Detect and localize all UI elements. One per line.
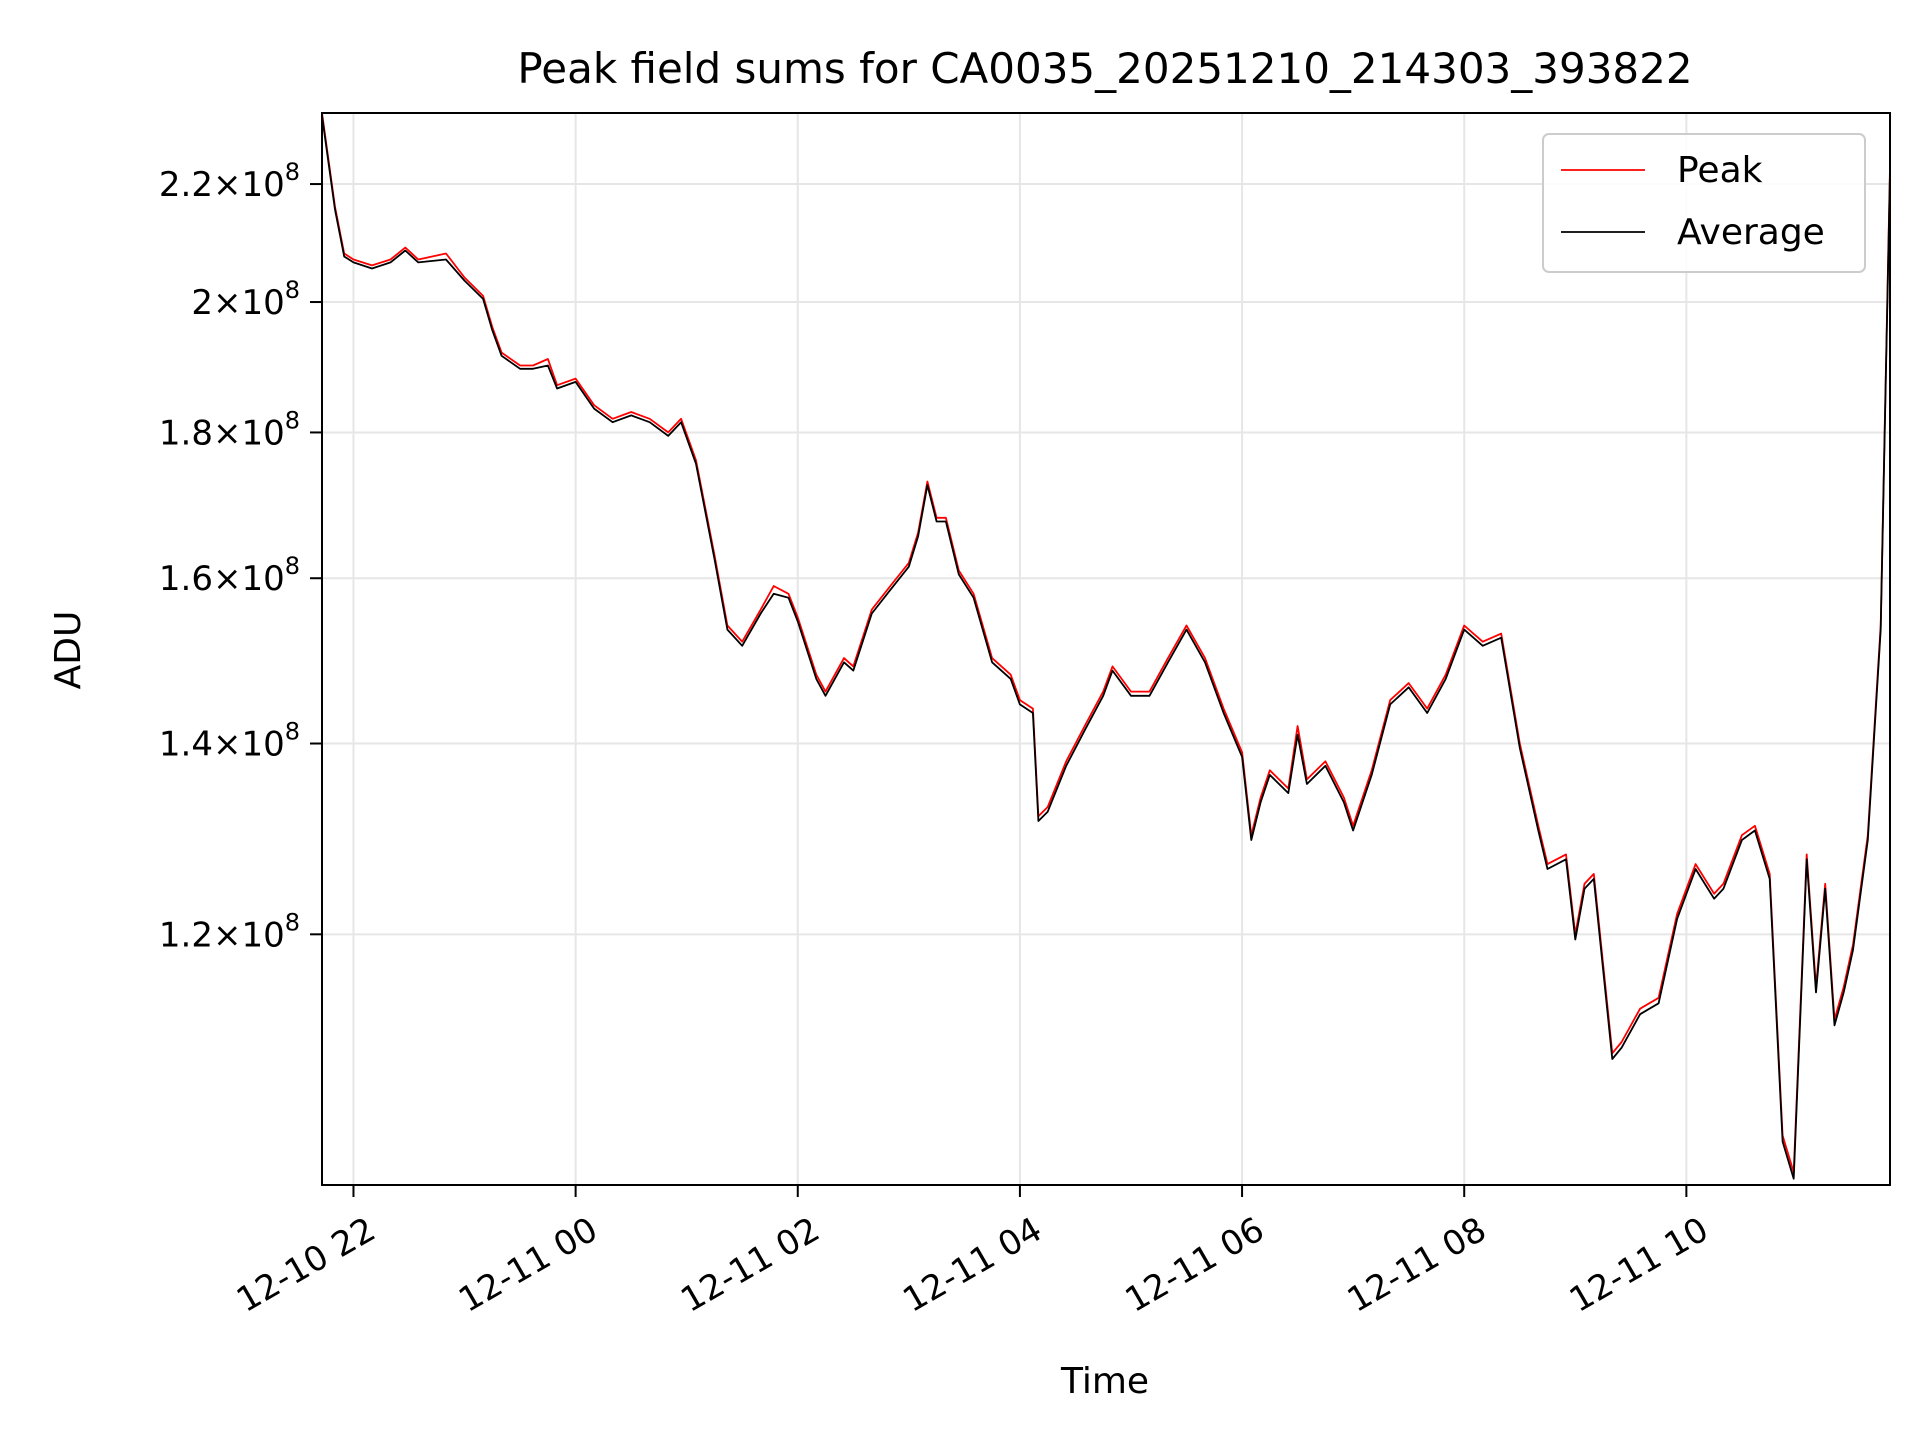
y-axis: 1.2×108 1.4×108 1.6×108 1.8×108 2×108 2.2×108 [159,158,322,955]
legend-label-peak: Peak [1677,150,1763,191]
y-tick-label: 2×108 [191,276,300,323]
y-axis-label: ADU [48,611,89,690]
y-tick-mantissa: 1.6 [159,559,213,599]
y-tick-mantissa: 1.8 [159,413,213,453]
y-tick-exponent: 8 [285,276,300,304]
series-lines [321,112,1891,1180]
y-tick-mantissa: 1.2 [159,915,213,955]
plot-frame [321,112,1891,1186]
y-tick-exponent: 8 [285,718,300,746]
legend: Peak Average [1542,133,1866,273]
y-tick-label: 1.2×108 [159,908,300,955]
legend-box [1542,133,1866,273]
y-tick-exponent: 8 [285,158,300,186]
y-tick-exponent: 8 [285,552,300,580]
y-tick-label: 1.4×108 [159,718,300,765]
y-tick-exponent: 8 [285,908,300,936]
series-line-peak [321,112,1891,1174]
y-tick-label: 1.6×108 [159,552,300,599]
chart-title: Peak field sums for CA0035_20251210_2143… [517,44,1692,93]
y-tick-label: 1.8×108 [159,406,300,453]
y-tick-mantissa: 1.4 [159,725,213,765]
legend-label-average: Average [1677,212,1825,253]
y-tick-label: 2.2×108 [159,158,300,205]
y-tick-mantissa: 2 [191,283,213,323]
y-tick-mantissa: 2.2 [159,165,213,205]
x-axis-label: Time [1060,1361,1149,1402]
y-tick-exponent: 8 [285,406,300,434]
series-line-average [321,115,1891,1180]
grid [322,113,1890,1185]
